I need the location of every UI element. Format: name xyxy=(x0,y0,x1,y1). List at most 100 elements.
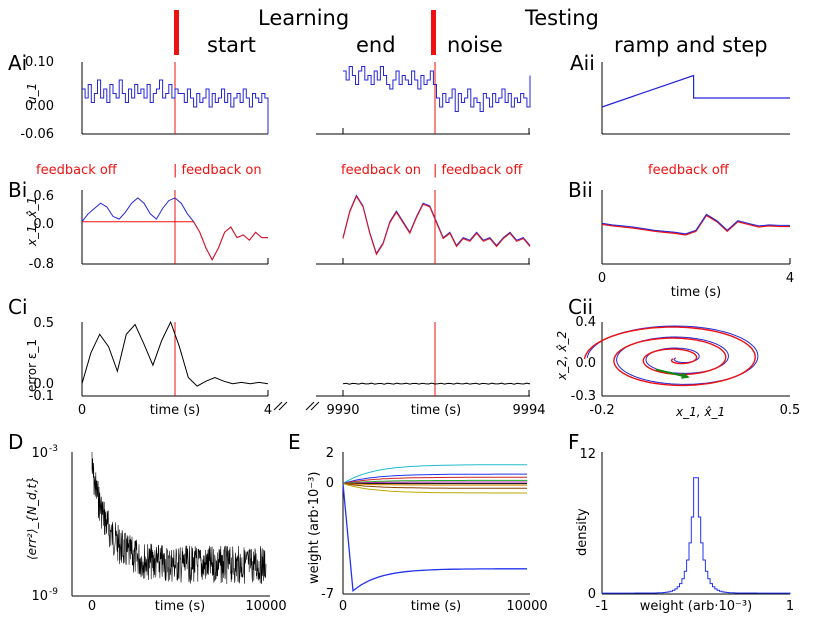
ci-ytick-top: 0.5 xyxy=(33,316,54,331)
ci-xtick-label-9990: 9990 xyxy=(326,403,359,418)
e-xtick-label-0: 0 xyxy=(339,599,347,614)
e-weight-line xyxy=(342,479,527,485)
bi-ylabel: x_1, x̂_1 xyxy=(25,197,39,247)
panel-label-F: F xyxy=(568,430,580,454)
e-weight-line xyxy=(342,464,527,485)
chart-Bi: feedback off | feedback on feedback on |… xyxy=(25,163,794,300)
d-ytick-top: 10 xyxy=(31,446,48,461)
f-ytick-top: 12 xyxy=(579,447,596,462)
d-xlabel: time (s) xyxy=(155,599,205,614)
ci-ytick-bottom: -0.1 xyxy=(29,389,54,404)
learning-label: Learning xyxy=(258,6,349,30)
panel-label-Ai: Ai xyxy=(8,51,27,75)
e-ylabel: weight (arb·10⁻³) xyxy=(307,472,322,584)
cii-x-trajectory xyxy=(586,325,759,385)
ai-ytick-top: 0.10 xyxy=(25,55,54,70)
e-big-weight xyxy=(342,483,527,593)
aii-ramp-series xyxy=(601,74,790,108)
ai-ytick-mid: 0.00 xyxy=(25,99,54,114)
title-start: start xyxy=(207,33,256,57)
cii-ytick-bottom: -0.3 xyxy=(571,389,596,404)
bi-xhat1-end xyxy=(342,195,531,256)
cii-xtick-label-right: 0.5 xyxy=(780,403,801,418)
bii-x1 xyxy=(601,213,790,235)
d-ytick-bottom: 10 xyxy=(31,589,48,604)
bii-xtick-label-4: 4 xyxy=(786,271,794,286)
chart-Ci: 0.5 0.0 -0.1 error ε_1 0 4 9990 9994 tim… xyxy=(25,316,546,418)
title-noise: noise xyxy=(447,33,503,57)
bii-xtick-label-0: 0 xyxy=(598,271,606,286)
cii-xtick-label-left: -0.2 xyxy=(589,403,614,418)
noise-marker xyxy=(431,10,436,55)
ci-series-end xyxy=(342,382,531,385)
panel-label-Cii: Cii xyxy=(568,295,593,319)
f-xtick-label-left: -1 xyxy=(596,599,609,614)
feedback-off-start: feedback off xyxy=(36,163,118,178)
cii-arrowhead xyxy=(681,372,690,379)
cii-ylabel: x_2, x̂_2 xyxy=(555,331,569,381)
bi-ytick-top: 0.6 xyxy=(33,189,54,204)
chart-D: 10 -3 10 -9 ⟨err²⟩_{N_d,t} 0 10000 time … xyxy=(25,444,287,614)
cii-xlabel: x_1, x̂_1 xyxy=(675,405,725,419)
f-histogram xyxy=(601,477,791,594)
panel-label-Bi: Bi xyxy=(8,178,27,202)
bi-x1-end xyxy=(342,194,531,255)
ci-ylabel: error ε_1 xyxy=(25,339,39,392)
title-end: end xyxy=(356,33,396,57)
ci-xtick-label-0: 0 xyxy=(78,403,86,418)
ci-ytick-mid: 0.0 xyxy=(33,377,54,392)
f-ytick-bottom: 0 xyxy=(588,587,596,602)
title-ramp: ramp and step xyxy=(614,33,768,57)
panel-label-Ci: Ci xyxy=(8,295,28,319)
chart-F: 12 0 density -1 1 weight (arb·10⁻³) xyxy=(575,447,794,614)
bii-xlabel: time (s) xyxy=(671,285,721,300)
e-ytick-mid: 0 xyxy=(326,476,334,491)
e-xlabel: time (s) xyxy=(411,599,461,614)
cii-xhat-trajectory xyxy=(583,326,756,387)
feedback-on-start: | feedback on xyxy=(173,163,262,178)
d-ylabel: ⟨err²⟩_{N_d,t} xyxy=(25,476,39,560)
d-xtick-label-10000: 10000 xyxy=(245,599,286,614)
cii-ytick-top: 0.4 xyxy=(575,315,596,330)
e-xtick-label-10000: 10000 xyxy=(506,599,547,614)
ci-xtick-label-9994: 9994 xyxy=(512,403,545,418)
e-weight-line xyxy=(342,473,527,485)
testing-label: Testing xyxy=(524,6,599,30)
e-weight-line xyxy=(342,483,527,489)
d-ytick-top-exp: -3 xyxy=(49,444,58,454)
panel-label-D: D xyxy=(8,430,23,454)
chart-Cii: 0.4 0.0 -0.3 x_2, x̂_2 -0.2 0.5 x_1, x̂_… xyxy=(555,315,800,419)
e-weight-lines xyxy=(342,464,527,494)
e-weight-line xyxy=(342,476,527,485)
ai-ytick-bottom: -0.06 xyxy=(20,127,54,142)
bi-xhat1-start xyxy=(82,221,268,261)
chart-Ai: 0.10 0.00 -0.06 u_1 xyxy=(20,55,790,142)
e-ytick-top: 2 xyxy=(326,446,334,461)
start-marker xyxy=(174,10,179,55)
e-ytick-bottom: -7 xyxy=(321,587,334,602)
cii-ytick-mid: 0.0 xyxy=(575,356,596,371)
ci-series-start xyxy=(81,320,269,387)
d-ytick-bottom-exp: -9 xyxy=(49,587,58,597)
e-weight-line xyxy=(342,481,527,485)
panel-label-Aii: Aii xyxy=(570,51,595,75)
ai-series-end xyxy=(343,66,531,112)
d-error-series xyxy=(91,452,267,585)
panel-label-E: E xyxy=(288,430,301,454)
feedback-off-ramp: feedback off xyxy=(648,163,730,178)
e-weight-line xyxy=(342,483,527,494)
ai-ylabel: u_1 xyxy=(25,83,39,104)
ci-xlabel-start: time (s) xyxy=(150,403,200,418)
feedback-on-end: feedback on xyxy=(341,163,421,178)
f-xlabel: weight (arb·10⁻³) xyxy=(640,599,752,614)
f-ylabel: density xyxy=(575,508,590,556)
e-weight-line xyxy=(342,483,527,486)
bii-xhat1 xyxy=(601,214,790,236)
ci-xtick-label-4: 4 xyxy=(264,403,272,418)
ai-series-start xyxy=(82,79,269,134)
chart-E: 2 0 -7 weight (arb·10⁻³) 0 10000 time (s… xyxy=(307,446,548,614)
panel-label-Bii: Bii xyxy=(568,178,593,202)
bi-ytick-mid: 0.0 xyxy=(33,217,54,232)
ci-xlabel-end: time (s) xyxy=(411,403,461,418)
